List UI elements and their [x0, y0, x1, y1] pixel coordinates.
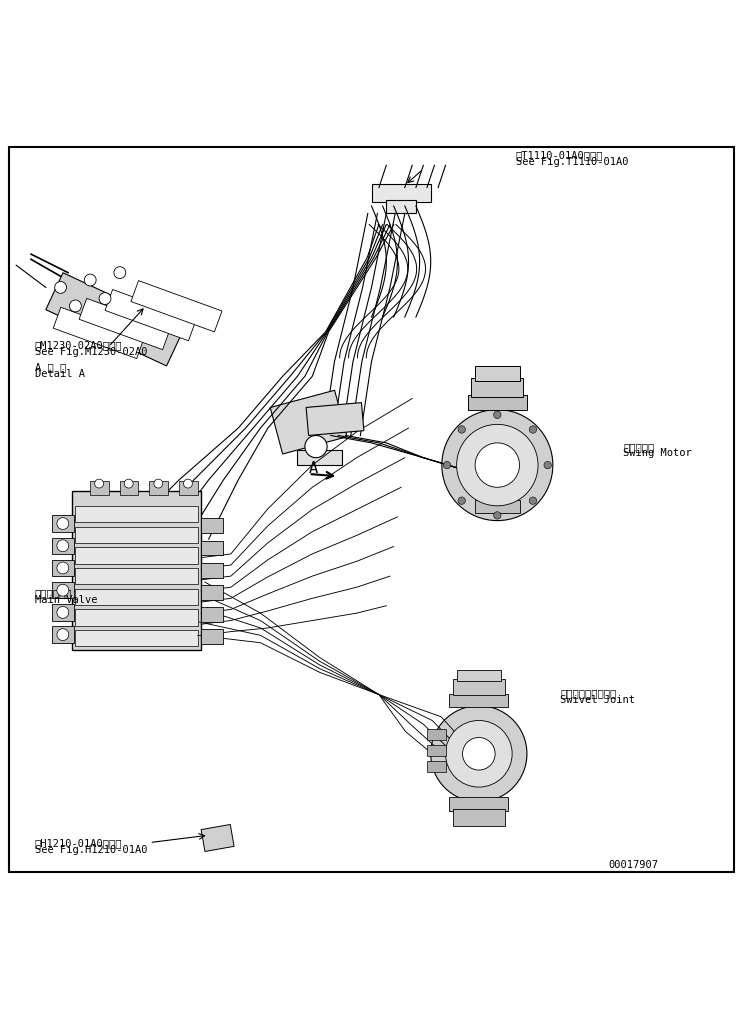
Bar [475, 366, 519, 381]
Bar [46, 273, 184, 366]
Bar [75, 589, 198, 605]
Bar [52, 604, 74, 621]
Bar [372, 183, 431, 203]
Bar [52, 559, 74, 576]
Bar [53, 308, 144, 359]
Bar [201, 519, 224, 533]
Bar [72, 491, 201, 650]
Circle shape [475, 443, 519, 487]
Bar [120, 481, 138, 494]
Text: See Fig.H1210-01A0: See Fig.H1210-01A0 [35, 845, 147, 855]
Bar [453, 679, 504, 695]
Bar [52, 627, 74, 643]
Bar [52, 538, 74, 554]
Text: A: A [308, 462, 318, 476]
Bar [201, 630, 224, 644]
Bar [450, 694, 508, 707]
Text: 旋回モータ: 旋回モータ [623, 442, 655, 451]
Text: 第T1110-01A0図参照: 第T1110-01A0図参照 [516, 150, 603, 160]
Bar [90, 481, 108, 494]
Bar [201, 585, 224, 600]
Circle shape [124, 479, 133, 488]
Circle shape [55, 281, 67, 293]
Bar [75, 505, 198, 522]
Circle shape [458, 497, 465, 504]
Bar [179, 481, 198, 494]
Text: メインバルブ: メインバルブ [35, 588, 72, 598]
Circle shape [458, 426, 465, 433]
Bar [75, 527, 198, 543]
Bar [297, 450, 342, 465]
Bar [75, 568, 198, 584]
Bar [306, 403, 364, 435]
Text: 第H1210-01A0図参照: 第H1210-01A0図参照 [35, 839, 122, 849]
Circle shape [57, 629, 69, 641]
Bar [52, 582, 74, 598]
Text: Detail A: Detail A [35, 369, 85, 379]
Bar [149, 481, 168, 494]
Circle shape [57, 540, 69, 551]
Circle shape [94, 479, 103, 488]
Text: 00017907: 00017907 [609, 860, 658, 870]
Circle shape [446, 720, 512, 787]
Bar [475, 500, 519, 514]
Text: See Fig.T1110-01A0: See Fig.T1110-01A0 [516, 157, 629, 167]
Circle shape [457, 424, 538, 505]
Bar [75, 630, 198, 646]
Circle shape [154, 479, 163, 488]
Circle shape [493, 512, 501, 519]
Circle shape [305, 435, 327, 458]
Bar [79, 299, 170, 350]
Bar [201, 824, 234, 852]
Bar [52, 516, 74, 532]
Circle shape [529, 497, 536, 504]
Circle shape [114, 267, 126, 278]
Bar [468, 394, 527, 410]
Bar [75, 547, 198, 564]
Text: Swivel Joint: Swivel Joint [560, 695, 635, 705]
Circle shape [493, 411, 501, 419]
Bar [427, 761, 446, 772]
Circle shape [431, 706, 527, 802]
Bar [105, 289, 196, 340]
Bar [201, 541, 224, 555]
Circle shape [442, 410, 553, 521]
Bar [386, 200, 416, 213]
Circle shape [57, 518, 69, 530]
Circle shape [463, 738, 495, 770]
Circle shape [57, 562, 69, 574]
Bar [131, 280, 222, 332]
Bar [450, 798, 508, 811]
Text: A 詳 細: A 詳 細 [35, 363, 66, 373]
Circle shape [444, 462, 451, 469]
Bar [427, 745, 446, 756]
Bar [270, 390, 347, 454]
Circle shape [70, 300, 81, 312]
Circle shape [99, 292, 111, 305]
Bar [427, 729, 446, 740]
Text: Main Valve: Main Valve [35, 595, 97, 605]
Text: スイベルジョイント: スイベルジョイント [560, 688, 617, 698]
Bar [75, 609, 198, 626]
Circle shape [57, 606, 69, 619]
Circle shape [529, 426, 536, 433]
Text: 第M1230-02A0図参照: 第M1230-02A0図参照 [35, 340, 122, 351]
Bar [471, 378, 523, 397]
Bar [201, 607, 224, 622]
Circle shape [544, 462, 551, 469]
Circle shape [84, 274, 96, 286]
Bar [453, 809, 504, 825]
Text: Swing Motor: Swing Motor [623, 448, 692, 459]
Bar [457, 671, 501, 682]
Circle shape [57, 584, 69, 596]
Circle shape [184, 479, 192, 488]
Bar [201, 562, 224, 578]
Text: See Fig.M1230-02A0: See Fig.M1230-02A0 [35, 347, 147, 357]
